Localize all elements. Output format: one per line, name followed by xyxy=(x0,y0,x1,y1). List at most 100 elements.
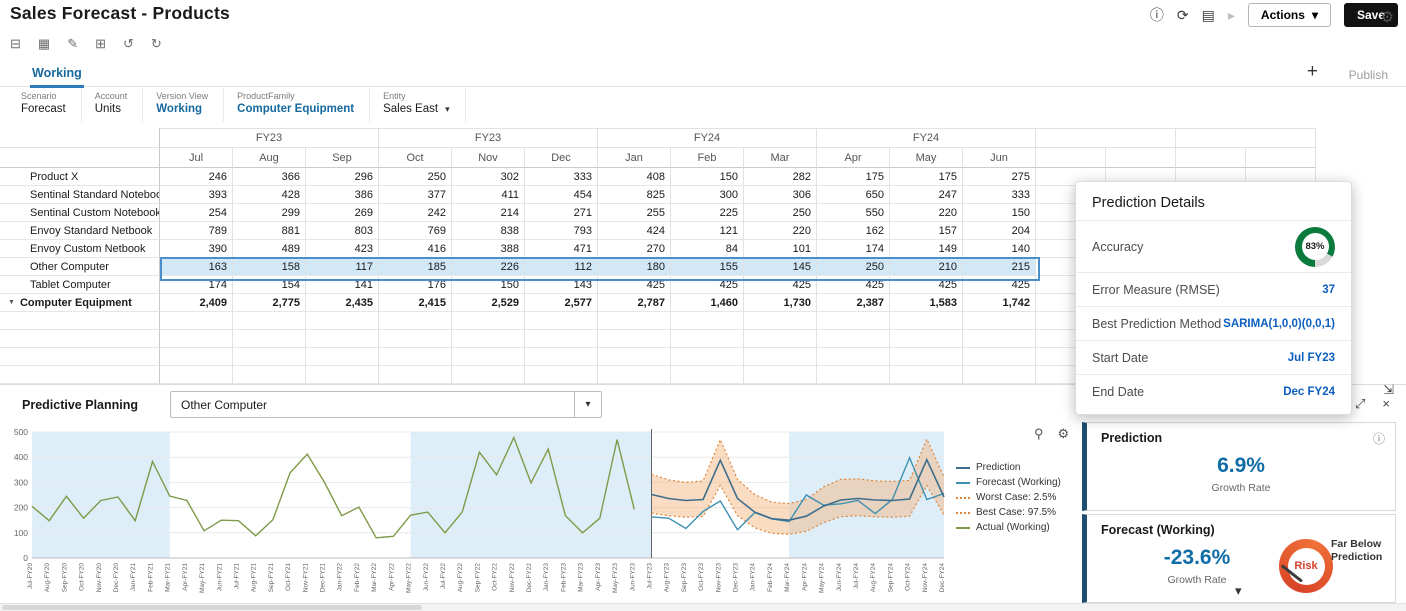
column-header[interactable]: Dec xyxy=(525,148,598,168)
data-cell[interactable]: 425 xyxy=(890,276,963,294)
data-cell[interactable] xyxy=(379,312,452,330)
column-header[interactable]: Jun xyxy=(963,148,1036,168)
data-cell[interactable]: 254 xyxy=(160,204,233,222)
collapse-triangle-icon[interactable]: ▼ xyxy=(8,299,15,306)
data-cell[interactable] xyxy=(963,348,1036,366)
data-cell[interactable]: 425 xyxy=(671,276,744,294)
data-cell[interactable] xyxy=(671,348,744,366)
data-cell[interactable]: 163 xyxy=(160,258,233,276)
data-cell[interactable]: 416 xyxy=(379,240,452,258)
data-cell[interactable] xyxy=(306,348,379,366)
data-cell[interactable] xyxy=(452,366,525,384)
row-header[interactable]: Sentinal Standard Notebook xyxy=(0,186,160,204)
column-header[interactable]: Apr xyxy=(817,148,890,168)
data-cell[interactable] xyxy=(671,366,744,384)
data-cell[interactable]: 210 xyxy=(890,258,963,276)
data-cell[interactable]: 143 xyxy=(525,276,598,294)
column-header[interactable]: Jul xyxy=(160,148,233,168)
save-button[interactable]: Save xyxy=(1343,3,1398,27)
data-cell[interactable] xyxy=(306,312,379,330)
data-cell[interactable]: 300 xyxy=(671,186,744,204)
data-cell[interactable]: 101 xyxy=(744,240,817,258)
chart-zoom-icon[interactable]: ⚲ xyxy=(1034,426,1044,441)
chart-settings-gear-icon[interactable]: ⚙ xyxy=(1057,426,1070,441)
data-cell[interactable] xyxy=(525,366,598,384)
data-cell[interactable] xyxy=(890,312,963,330)
data-cell[interactable] xyxy=(744,366,817,384)
data-cell[interactable] xyxy=(160,312,233,330)
data-cell[interactable]: 454 xyxy=(525,186,598,204)
data-cell[interactable] xyxy=(598,330,671,348)
data-cell[interactable]: 471 xyxy=(525,240,598,258)
data-cell[interactable]: 174 xyxy=(817,240,890,258)
pov-version-view[interactable]: Version View Working xyxy=(143,88,225,122)
data-cell[interactable] xyxy=(306,366,379,384)
data-cell[interactable]: 84 xyxy=(671,240,744,258)
row-header[interactable]: Product X xyxy=(0,168,160,186)
dock-panel-icon[interactable]: ⇲ xyxy=(1383,382,1394,397)
data-cell[interactable] xyxy=(890,348,963,366)
data-cell[interactable]: 423 xyxy=(306,240,379,258)
actions-button[interactable]: Actions ▾ xyxy=(1247,3,1331,27)
data-query-icon[interactable]: ▤ xyxy=(1201,6,1215,23)
data-cell[interactable]: 157 xyxy=(890,222,963,240)
row-header[interactable]: ▼ Computer Equipment xyxy=(0,294,160,312)
data-cell[interactable]: 2,409 xyxy=(160,294,233,312)
data-cell[interactable]: 2,787 xyxy=(598,294,671,312)
data-cell[interactable]: 789 xyxy=(160,222,233,240)
data-cell[interactable]: 140 xyxy=(963,240,1036,258)
data-cell[interactable]: 2,435 xyxy=(306,294,379,312)
data-cell[interactable]: 214 xyxy=(452,204,525,222)
data-cell[interactable]: 425 xyxy=(817,276,890,294)
data-cell[interactable]: 141 xyxy=(306,276,379,294)
pov-account[interactable]: Account Units xyxy=(82,88,144,122)
data-cell[interactable] xyxy=(233,312,306,330)
info-icon[interactable]: ⓘ xyxy=(1149,7,1164,23)
data-cell[interactable] xyxy=(160,330,233,348)
data-cell[interactable]: 1,742 xyxy=(963,294,1036,312)
data-cell[interactable]: 1,583 xyxy=(890,294,963,312)
data-cell[interactable] xyxy=(671,330,744,348)
data-cell[interactable]: 302 xyxy=(452,168,525,186)
column-header[interactable]: Sep xyxy=(306,148,379,168)
redo-icon[interactable]: ↻ xyxy=(150,36,162,51)
data-cell[interactable]: 388 xyxy=(452,240,525,258)
tab-working[interactable]: Working xyxy=(30,63,84,88)
data-cell[interactable]: 185 xyxy=(379,258,452,276)
add-tab-button[interactable]: + xyxy=(1306,61,1318,82)
data-cell[interactable]: 333 xyxy=(963,186,1036,204)
close-panel-icon[interactable]: × xyxy=(1382,396,1390,411)
data-cell[interactable]: 424 xyxy=(598,222,671,240)
data-cell[interactable]: 158 xyxy=(233,258,306,276)
data-cell[interactable]: 650 xyxy=(817,186,890,204)
layout-icon[interactable]: ▦ xyxy=(37,36,51,51)
data-cell[interactable] xyxy=(744,348,817,366)
data-cell[interactable] xyxy=(452,348,525,366)
data-cell[interactable]: 220 xyxy=(890,204,963,222)
data-cell[interactable] xyxy=(598,312,671,330)
undo-icon[interactable]: ↺ xyxy=(123,36,134,51)
data-cell[interactable]: 411 xyxy=(452,186,525,204)
data-cell[interactable]: 838 xyxy=(452,222,525,240)
pov-productfamily[interactable]: ProductFamily Computer Equipment xyxy=(224,88,371,122)
data-cell[interactable]: 175 xyxy=(817,168,890,186)
data-cell[interactable] xyxy=(817,312,890,330)
row-header[interactable]: Envoy Standard Netbook xyxy=(0,222,160,240)
data-cell[interactable]: 793 xyxy=(525,222,598,240)
data-cell[interactable] xyxy=(306,330,379,348)
row-header[interactable]: Envoy Custom Netbook xyxy=(0,240,160,258)
data-cell[interactable]: 204 xyxy=(963,222,1036,240)
data-cell[interactable] xyxy=(963,330,1036,348)
data-cell[interactable] xyxy=(525,312,598,330)
adjust-columns-icon[interactable]: ⊟ xyxy=(10,36,21,51)
data-cell[interactable]: 393 xyxy=(160,186,233,204)
data-cell[interactable]: 225 xyxy=(671,204,744,222)
data-cell[interactable]: 1,730 xyxy=(744,294,817,312)
data-cell[interactable]: 2,415 xyxy=(379,294,452,312)
data-cell[interactable] xyxy=(671,312,744,330)
data-cell[interactable]: 226 xyxy=(452,258,525,276)
data-cell[interactable]: 117 xyxy=(306,258,379,276)
publish-button[interactable]: Publish xyxy=(1348,68,1388,82)
data-cell[interactable]: 299 xyxy=(233,204,306,222)
chevron-down-icon[interactable]: ▾ xyxy=(1235,583,1242,598)
